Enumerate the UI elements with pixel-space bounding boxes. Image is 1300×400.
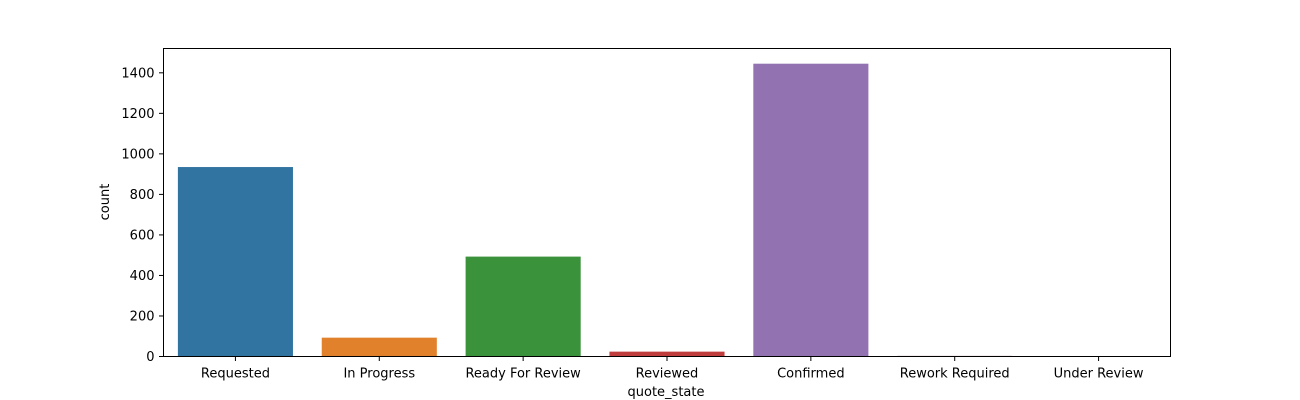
x-axis: Requested In Progress Ready For Review Revi… [201, 356, 1144, 382]
y-tick-label: 0 [146, 350, 154, 365]
bar-ready-for-review [465, 256, 581, 357]
x-tick-label: Under Review [1054, 367, 1144, 382]
bars-group [177, 63, 1157, 357]
y-tick-label: 1200 [121, 107, 154, 122]
y-tick-label: 400 [130, 269, 155, 284]
x-tick-label: Confirmed [777, 367, 845, 382]
bar-reviewed [609, 351, 725, 357]
y-tick-label: 1000 [121, 147, 154, 162]
x-tick-label: Requested [201, 367, 270, 382]
x-tick-label: Ready For Review [465, 367, 581, 382]
bar-in-progress [321, 337, 437, 357]
plot-frame [163, 48, 1171, 357]
y-tick-label: 200 [130, 309, 155, 324]
y-tick-label: 800 [130, 188, 155, 203]
y-axis-label: count [98, 184, 113, 221]
x-tick-label: Reviewed [636, 367, 699, 382]
y-tick-label: 600 [130, 228, 155, 243]
x-tick-label: In Progress [343, 367, 415, 382]
bar-confirmed [753, 63, 869, 357]
x-axis-label: quote_state [628, 385, 705, 400]
y-tick-label: 1400 [121, 66, 154, 81]
x-tick-label: Rework Required [900, 367, 1010, 382]
y-axis: 0 200 400 600 800 1000 1200 1400 [121, 66, 164, 365]
bar-requested [177, 167, 293, 357]
